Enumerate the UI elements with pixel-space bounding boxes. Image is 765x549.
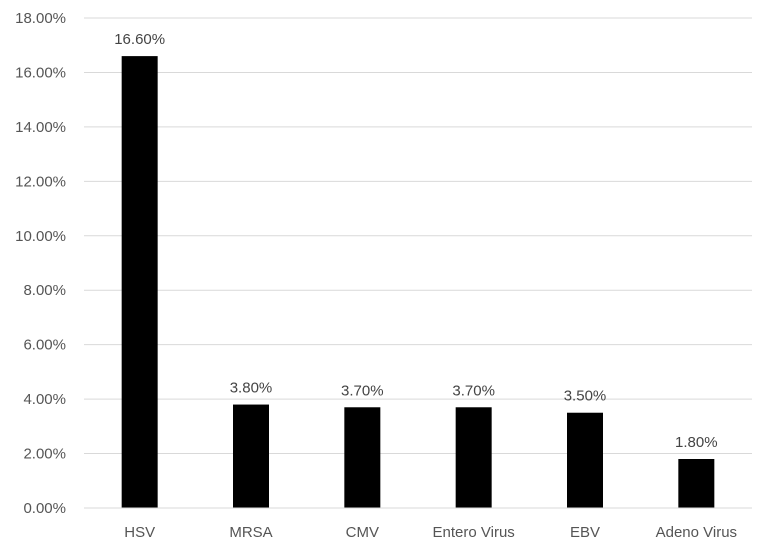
y-tick-label: 8.00%	[23, 282, 66, 299]
y-tick-label: 4.00%	[23, 391, 66, 408]
x-tick-label: MRSA	[229, 524, 272, 541]
y-tick-label: 0.00%	[23, 500, 66, 517]
bar	[678, 459, 715, 508]
gridlines	[84, 17, 752, 455]
bar	[233, 404, 269, 508]
bar	[455, 407, 492, 508]
x-tick-label: Adeno Virus	[656, 524, 737, 541]
data-label: 3.70%	[341, 382, 384, 399]
data-label: 3.70%	[452, 382, 495, 399]
y-tick-label: 16.00%	[15, 64, 66, 81]
data-label: 1.80%	[675, 434, 718, 451]
x-tick-label: HSV	[124, 524, 155, 541]
x-tick-label: Entero Virus	[433, 524, 515, 541]
data-labels: 16.60% 3.80% 3.70% 3.70% 3.50% 1.80%	[114, 31, 717, 451]
y-tick-label: 2.00%	[23, 446, 66, 463]
x-tick-label: EBV	[570, 524, 600, 541]
bar	[344, 407, 381, 508]
data-label: 16.60%	[114, 31, 165, 48]
y-tick-label: 12.00%	[15, 173, 66, 190]
y-tick-label: 18.00%	[15, 10, 66, 27]
data-label: 3.80%	[230, 380, 273, 397]
y-tick-label: 10.00%	[15, 228, 66, 245]
x-axis-category-labels: HSV MRSA CMV Entero Virus EBV Adeno Virus	[124, 524, 737, 541]
bar	[121, 56, 158, 508]
data-label: 3.50%	[564, 388, 607, 405]
bars	[121, 56, 715, 508]
y-tick-label: 14.00%	[15, 119, 66, 136]
y-axis-tick-labels: 0.00% 2.00% 4.00% 6.00% 8.00% 10.00% 12.00% 14.…	[15, 10, 66, 517]
y-tick-label: 6.00%	[23, 337, 66, 354]
bar	[567, 412, 603, 508]
x-tick-label: CMV	[346, 524, 379, 541]
